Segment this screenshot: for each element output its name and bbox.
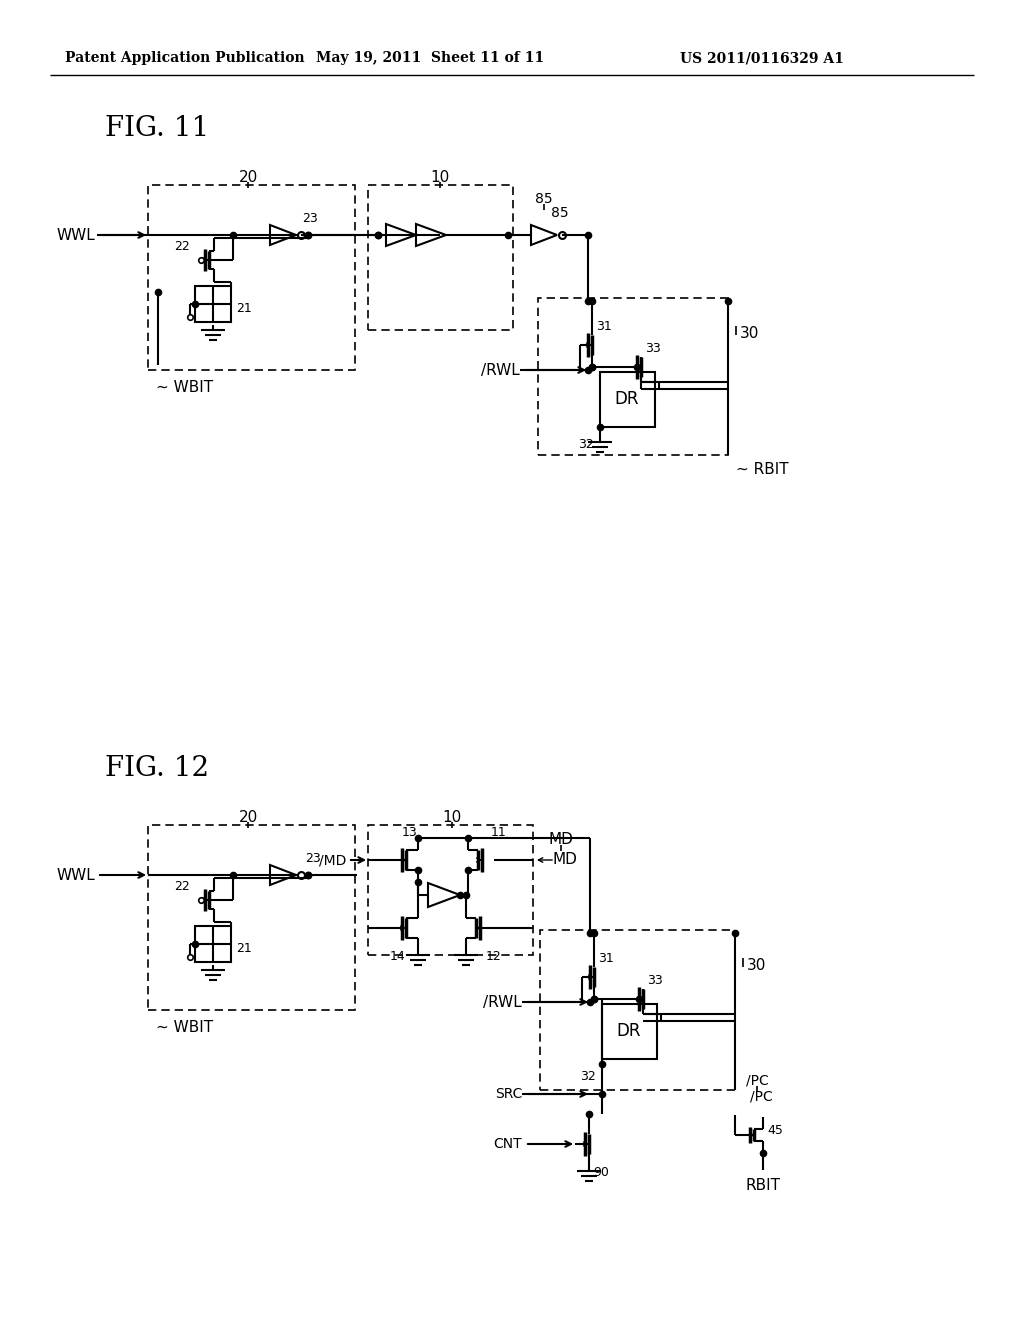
Bar <box>368 825 534 954</box>
Text: 85: 85 <box>551 206 568 220</box>
Text: /RWL: /RWL <box>483 994 522 1010</box>
Bar <box>602 1005 657 1059</box>
Text: 20: 20 <box>239 169 258 185</box>
Text: ~ RBIT: ~ RBIT <box>736 462 788 478</box>
Text: DR: DR <box>616 1022 641 1040</box>
Text: 33: 33 <box>645 342 660 355</box>
Bar <box>368 185 513 330</box>
Text: 22: 22 <box>174 879 190 892</box>
Bar <box>195 286 231 322</box>
Text: FIG. 11: FIG. 11 <box>105 115 209 141</box>
Bar <box>148 185 355 370</box>
Text: 30: 30 <box>746 957 766 973</box>
Text: May 19, 2011  Sheet 11 of 11: May 19, 2011 Sheet 11 of 11 <box>316 51 544 65</box>
Text: MD: MD <box>549 833 573 847</box>
Text: 23: 23 <box>305 853 321 866</box>
Text: /MD: /MD <box>318 853 346 867</box>
Text: 31: 31 <box>598 953 613 965</box>
Text: 10: 10 <box>442 809 462 825</box>
Text: 31: 31 <box>596 321 611 334</box>
Text: Patent Application Publication: Patent Application Publication <box>66 51 305 65</box>
Text: 10: 10 <box>430 169 450 185</box>
Bar <box>148 825 355 1010</box>
Text: MD: MD <box>553 853 578 867</box>
Text: ~ WBIT: ~ WBIT <box>156 1020 213 1035</box>
Text: /PC: /PC <box>750 1090 773 1104</box>
Text: /RWL: /RWL <box>481 363 520 378</box>
Text: RBIT: RBIT <box>745 1177 780 1192</box>
Text: 45: 45 <box>767 1123 783 1137</box>
Bar <box>600 372 655 426</box>
Text: 90: 90 <box>593 1166 609 1179</box>
Text: 12: 12 <box>486 949 502 962</box>
Text: 22: 22 <box>174 239 190 252</box>
Text: 32: 32 <box>581 1071 596 1084</box>
Text: SRC: SRC <box>495 1086 522 1101</box>
Text: ~ WBIT: ~ WBIT <box>156 380 213 396</box>
Text: 32: 32 <box>579 438 594 451</box>
Text: FIG. 12: FIG. 12 <box>105 755 209 781</box>
Text: DR: DR <box>614 389 639 408</box>
Text: 11: 11 <box>490 825 507 838</box>
Text: 20: 20 <box>239 809 258 825</box>
Text: 85: 85 <box>536 191 553 206</box>
Text: WWL: WWL <box>56 227 95 243</box>
Text: 21: 21 <box>236 941 252 954</box>
Text: WWL: WWL <box>56 867 95 883</box>
Text: 14: 14 <box>389 949 406 962</box>
Text: 23: 23 <box>302 213 317 226</box>
Text: US 2011/0116329 A1: US 2011/0116329 A1 <box>680 51 844 65</box>
Text: 33: 33 <box>647 974 663 987</box>
Text: 21: 21 <box>236 301 252 314</box>
Text: 30: 30 <box>740 326 760 341</box>
Bar <box>540 931 735 1090</box>
Text: CNT: CNT <box>494 1137 522 1151</box>
Text: /PC: /PC <box>745 1074 768 1088</box>
Bar <box>538 298 728 455</box>
Text: 13: 13 <box>402 825 418 838</box>
Bar <box>195 927 231 962</box>
